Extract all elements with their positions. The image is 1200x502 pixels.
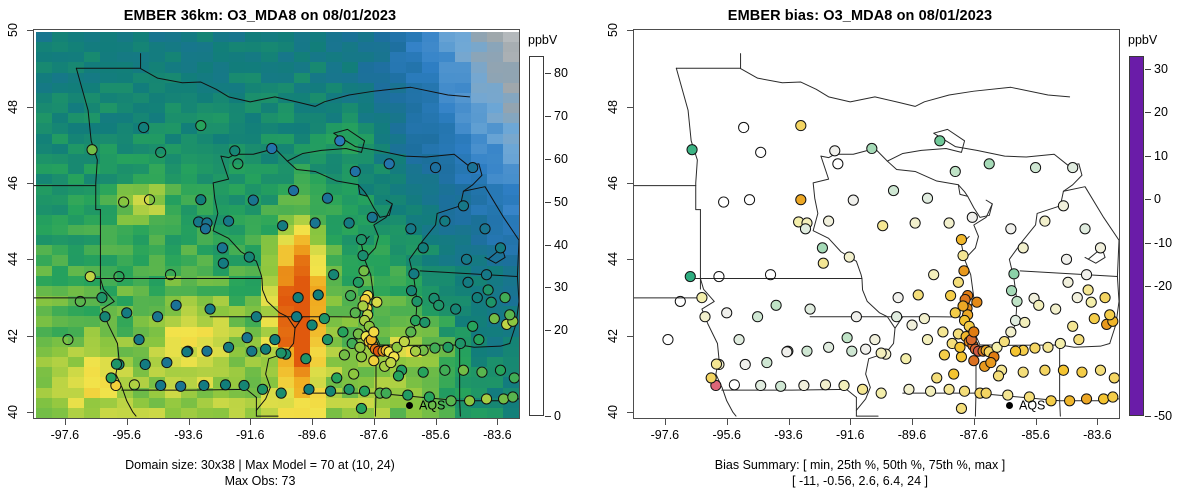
y-tick-label: 48 <box>606 99 620 114</box>
legend-aqs-label-right: AQS <box>1019 398 1046 413</box>
right-colorbar-units: ppbV <box>1128 33 1158 47</box>
y-tick-label: 42 <box>606 328 620 343</box>
aqs-stations-left <box>62 120 519 415</box>
colorbar-tick-label: 30 <box>554 280 568 295</box>
colorbar-tick-label: -10 <box>1154 235 1173 250</box>
colorbar-tick-label: 40 <box>554 237 568 252</box>
panel-model: EMBER 36km: O3_MDA8 on 08/01/2023 AQS -9… <box>6 8 599 488</box>
x-tick-label: -95.6 <box>712 428 741 442</box>
x-tick-label: -87.6 <box>359 428 389 442</box>
x-tick-label: -91.6 <box>235 428 265 442</box>
colorbar-tick-label: 80 <box>554 66 568 81</box>
y-tick-label: 50 <box>606 23 620 37</box>
colorbar-tick-label: -50 <box>1154 409 1173 423</box>
x-tick-label: -91.6 <box>835 428 865 442</box>
colorbar-tick-label: 10 <box>1154 148 1168 163</box>
x-tick-label: -85.6 <box>1021 428 1050 442</box>
colorbar-tick-label: 60 <box>554 151 568 166</box>
left-colorbar: 0 20 30 40 50 60 70 80 <box>529 56 599 422</box>
x-tick-label: -97.6 <box>650 428 680 442</box>
left-footer-line1: Domain size: 30x38 | Max Model = 70 at (… <box>125 458 395 472</box>
x-tick-label: -93.6 <box>174 428 203 442</box>
right-footer-line2: [ -11, -0.56, 2.6, 6.4, 24 ] <box>792 474 928 488</box>
colorbar-tick-label: 70 <box>554 109 568 123</box>
y-tick-label: 48 <box>6 99 20 114</box>
colorbar-tick-label: 0 <box>554 409 561 423</box>
y-tick-label: 42 <box>6 328 20 343</box>
left-plot-frame: AQS <box>33 29 520 419</box>
colorbar-tick-label: -20 <box>1154 278 1173 293</box>
left-panel-title: EMBER 36km: O3_MDA8 on 08/01/2023 <box>123 8 397 24</box>
y-tick-label: 40 <box>6 405 20 420</box>
left-colorbar-gradient <box>529 56 544 416</box>
legend-aqs-left: AQS <box>406 398 445 413</box>
state-boundaries-right <box>634 53 1119 417</box>
colorbar-tick-label: 50 <box>554 194 568 209</box>
left-footer-line2: Max Obs: 73 <box>224 474 296 488</box>
y-tick-label: 46 <box>606 175 620 190</box>
aqs-marker-icon <box>1006 402 1013 410</box>
legend-aqs-right: AQS <box>1006 398 1045 413</box>
y-tick-label: 44 <box>6 252 20 267</box>
x-tick-label: -89.6 <box>897 428 927 442</box>
colorbar-tick-label: 30 <box>1154 62 1168 76</box>
y-tick-label: 40 <box>606 405 620 420</box>
x-tick-label: -87.6 <box>959 428 989 442</box>
aqs-bias-stations <box>662 120 1119 415</box>
x-tick-label: -83.6 <box>483 428 512 442</box>
left-colorbar-units: ppbV <box>528 33 558 47</box>
x-tick-label: -97.6 <box>50 428 80 442</box>
x-tick-label: -95.6 <box>112 428 141 442</box>
right-panel-title: EMBER bias: O3_MDA8 on 08/01/2023 <box>727 8 993 24</box>
y-tick-label: 46 <box>6 175 20 190</box>
right-colorbar: -50 -20 -10 0 10 20 30 <box>1129 56 1199 422</box>
y-tick-label: 44 <box>606 252 620 267</box>
colorbar-tick-label: 0 <box>1154 192 1161 207</box>
x-tick-label: -85.6 <box>421 428 450 442</box>
right-colorbar-gradient <box>1129 56 1144 416</box>
colorbar-tick-label: 20 <box>554 323 568 338</box>
colorbar-tick-label: 20 <box>1154 105 1168 120</box>
x-tick-label: -89.6 <box>297 428 327 442</box>
aqs-marker-icon <box>406 402 413 410</box>
panel-bias: EMBER bias: O3_MDA8 on 08/01/2023 AQS -9… <box>600 0 1200 502</box>
x-tick-label: -93.6 <box>774 428 803 442</box>
right-footer-line1: Bias Summary: [ min, 25th %, 50th %, 75t… <box>714 458 1006 472</box>
legend-aqs-label-left: AQS <box>419 398 446 413</box>
x-tick-label: -83.6 <box>1083 428 1112 442</box>
y-tick-label: 50 <box>6 23 20 37</box>
right-plot-frame: AQS <box>633 29 1120 419</box>
